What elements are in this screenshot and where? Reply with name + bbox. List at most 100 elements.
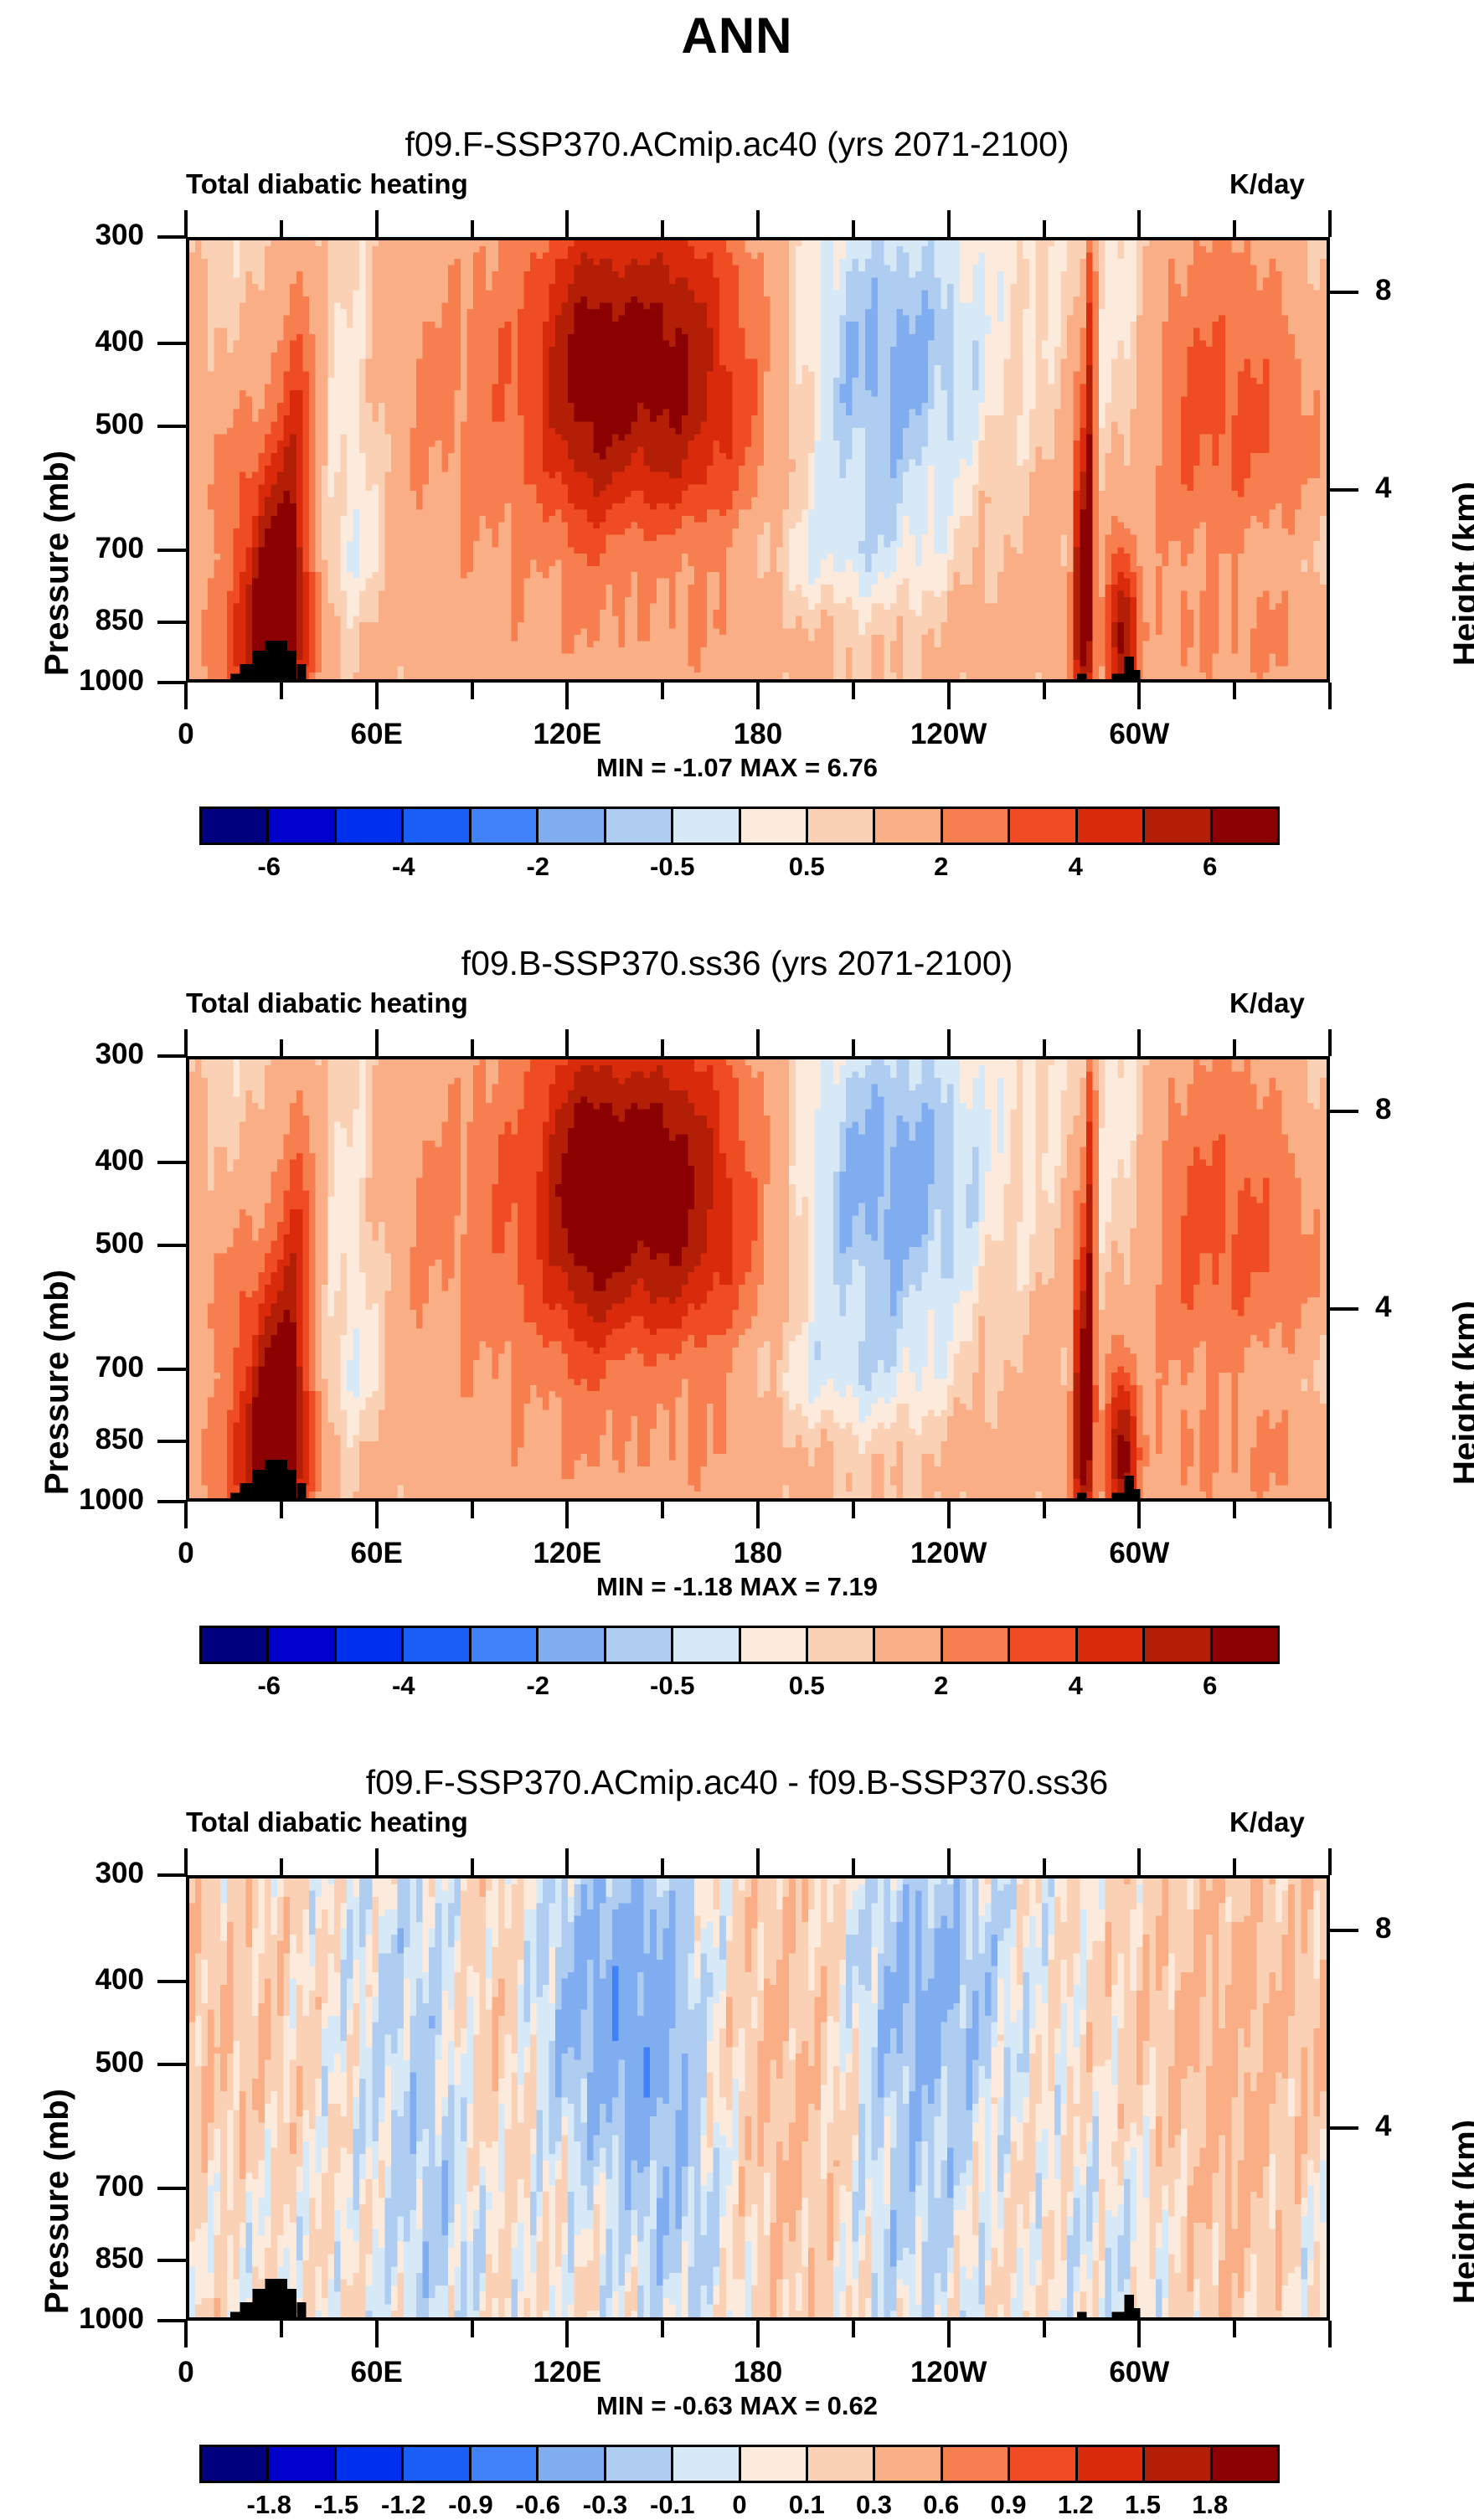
x-tick-label: 60E [293,2356,461,2389]
y-tick-mark [157,1873,186,1877]
colorbar-swatch [337,809,404,843]
colorbar-swatch [202,1628,269,1662]
x-tick-mark-top [661,1858,664,1875]
max-value: MAX = 7.19 [740,1572,878,1601]
colorbar-swatch [673,809,740,843]
x-tick-mark-top [471,1039,474,1056]
colorbar-tick-label: 2 [934,852,948,882]
min-value: MIN = -1.07 [596,753,733,782]
y-tick-mark [157,1161,186,1164]
variable-label: Total diabatic heating [186,1806,468,1838]
colorbar-swatch [1213,2447,1277,2481]
x-tick-label: 120W [865,2356,1033,2389]
x-tick-label: 120E [483,2356,651,2389]
colorbar-swatch [1145,2447,1212,2481]
y-tick-mark [157,2187,186,2190]
y-tick-label: 400 [0,1144,144,1178]
x-tick-label: 180 [674,1537,842,1570]
x-tick-mark-bottom [375,2321,379,2347]
colorbar-tick-label: 4 [1069,852,1083,882]
colorbar-tick-label: -0.9 [448,2490,492,2520]
colorbar[interactable] [199,1626,1280,1664]
x-tick-label: 60W [1055,718,1223,751]
colorbar-tick-label: 1.2 [1058,2490,1094,2520]
max-value: MAX = 0.62 [740,2391,878,2420]
y-tick-label-right: 8 [1375,1912,1391,1945]
y-tick-mark [157,681,186,684]
x-tick-mark-top [1043,220,1046,237]
colorbar-tick-label: 0.3 [856,2490,892,2520]
x-tick-label: 0 [102,2356,270,2389]
units-label: K/day [1229,168,1305,200]
x-tick-mark-bottom [756,1502,760,1528]
colorbar-swatch [741,2447,808,2481]
x-tick-mark-bottom [184,1502,188,1528]
y-tick-label: 850 [0,1423,144,1456]
contour-plot-area[interactable] [186,1056,1330,1502]
y-tick-label: 500 [0,408,144,441]
colorbar-swatch [943,2447,1010,2481]
x-tick-mark-bottom [947,683,951,709]
colorbar-tick-label: 6 [1203,1671,1217,1701]
colorbar-swatch [404,809,471,843]
x-tick-mark-top [852,1858,855,1875]
colorbar[interactable] [199,807,1280,845]
y-tick-label-right: 4 [1375,2110,1391,2143]
x-tick-mark-top [565,1029,569,1056]
x-tick-mark-top [1137,1029,1141,1056]
y-tick-mark-right [1330,488,1358,492]
x-tick-mark-top [947,210,951,237]
colorbar-swatch [1078,809,1145,843]
colorbar-tick-label: -1.2 [381,2490,425,2520]
y-axis-right-label: Height (km) [1447,482,1474,666]
colorbar-tick-label: -0.6 [516,2490,560,2520]
x-tick-mark-bottom [184,683,188,709]
colorbar[interactable] [199,2445,1280,2483]
colorbar-swatch [1145,809,1212,843]
colorbar-swatch [1010,2447,1077,2481]
colorbar-tick-label: 1.8 [1192,2490,1228,2520]
colorbar-swatch [539,2447,606,2481]
colorbar-swatch [606,2447,673,2481]
x-tick-label: 180 [674,2356,842,2389]
x-tick-label: 120E [483,718,651,751]
colorbar-swatch [673,2447,740,2481]
y-tick-mark-right [1330,291,1358,294]
x-tick-mark-top [1328,210,1332,237]
y-tick-label: 400 [0,325,144,358]
x-tick-mark-top [661,1039,664,1056]
contour-plot-area[interactable] [186,1875,1330,2321]
y-tick-mark [157,425,186,428]
colorbar-tick-label: 0.1 [789,2490,825,2520]
colorbar-swatch [741,1628,808,1662]
x-tick-label: 60E [293,718,461,751]
x-tick-mark-top [1043,1039,1046,1056]
colorbar-swatch [472,1628,539,1662]
max-value: MAX = 6.76 [740,753,878,782]
colorbar-swatch [1078,1628,1145,1662]
x-tick-mark-top [947,1029,951,1056]
x-tick-mark-top [280,220,283,237]
x-tick-mark-bottom [947,1502,951,1528]
x-tick-mark-top [280,1039,283,1056]
contour-plot-area[interactable] [186,237,1330,683]
x-tick-mark-bottom [756,2321,760,2347]
colorbar-tick-label: 0 [732,2490,746,2520]
x-tick-mark-top [1233,220,1236,237]
x-tick-mark-top [1137,210,1141,237]
x-tick-mark-bottom [1137,1502,1141,1528]
y-tick-mark [157,1368,186,1371]
x-tick-mark-top [375,210,379,237]
colorbar-tick-label: -2 [526,852,549,882]
x-tick-mark-bottom [661,2321,664,2337]
y-tick-label: 1000 [0,1483,144,1517]
colorbar-swatch [404,2447,471,2481]
y-tick-label: 850 [0,2242,144,2275]
x-tick-mark-bottom [1233,2321,1236,2337]
x-tick-mark-bottom [280,1502,283,1518]
min-value: MIN = -0.63 [596,2391,733,2420]
y-tick-label-right: 4 [1375,1291,1391,1324]
y-tick-mark [157,2063,186,2066]
y-tick-label: 700 [0,2170,144,2203]
colorbar-tick-label: -4 [392,1671,415,1701]
